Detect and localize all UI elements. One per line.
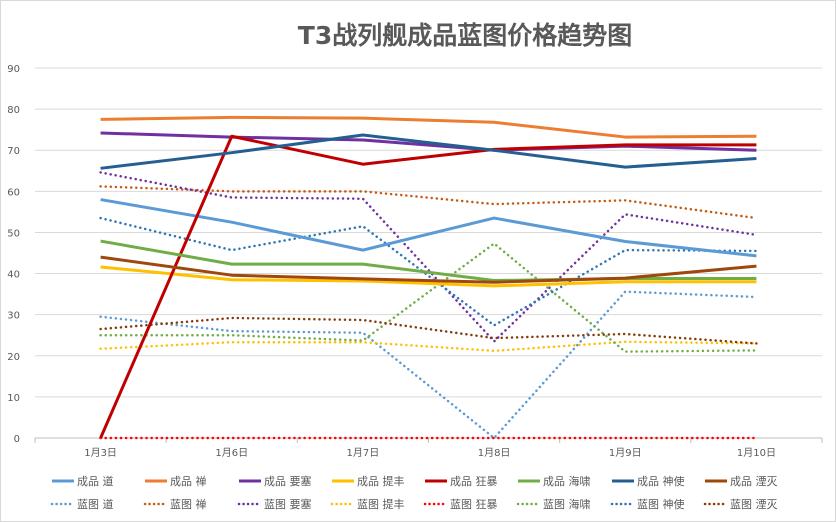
legend-label: 蓝图 禅: [170, 497, 207, 511]
legend-item: 蓝图 狂暴: [423, 498, 498, 511]
legend-label: 成品 提丰: [357, 475, 405, 488]
legend-item: 蓝图 要塞: [237, 497, 312, 511]
series-line-6: [100, 133, 757, 170]
x-tick-label: 1月6日: [215, 447, 248, 459]
y-tick-label: 0: [14, 434, 20, 445]
legend-item: 蓝图 道: [50, 497, 114, 511]
legend-label: 成品 海啸: [543, 474, 591, 488]
legend-item: 成品 禅: [145, 474, 207, 488]
legend-label: 成品 狂暴: [450, 475, 498, 488]
legend-label: 蓝图 海啸: [543, 497, 591, 511]
series-line-11: [99, 340, 758, 353]
y-tick-label: 60: [7, 187, 20, 198]
series-line-4: [99, 134, 757, 439]
y-tick-label: 70: [7, 146, 20, 157]
x-tick-label: 1月7日: [347, 447, 380, 459]
legend-label: 成品 神使: [637, 474, 685, 488]
series-line-14: [99, 216, 758, 327]
legend-item: 蓝图 提丰: [330, 498, 405, 511]
x-tick-label: 1月8日: [478, 447, 511, 459]
y-tick-label: 40: [7, 270, 20, 281]
legend-item: 成品 狂暴: [425, 475, 498, 488]
legend-item: 蓝图 禅: [143, 497, 207, 511]
series-line-1: [100, 115, 757, 139]
legend-label: 成品 道: [77, 474, 114, 488]
y-tick-label: 20: [7, 352, 20, 363]
legend-label: 蓝图 神使: [637, 497, 685, 511]
chart-title: T3战列舰成品蓝图价格趋势图: [298, 21, 632, 50]
legend-item: 成品 神使: [612, 474, 685, 488]
y-tick-label: 80: [7, 105, 20, 116]
legend-label: 成品 禅: [170, 474, 207, 488]
legend-label: 蓝图 湮灭: [730, 498, 778, 511]
legend-label: 蓝图 要塞: [264, 497, 312, 511]
series-line-2: [100, 131, 757, 152]
series-line-8: [99, 290, 758, 440]
legend-label: 蓝图 道: [77, 497, 114, 511]
x-tick-label: 1月10日: [737, 447, 776, 459]
legend-item: 成品 湮灭: [705, 475, 778, 488]
legend-item: 成品 道: [52, 474, 114, 488]
y-tick-label: 90: [7, 64, 20, 75]
y-tick-label: 30: [7, 311, 20, 322]
y-tick-label: 10: [7, 393, 20, 404]
legend-item: 蓝图 海啸: [516, 497, 591, 511]
series-line-15: [99, 316, 758, 345]
series-line-7: [100, 255, 757, 284]
series-line-5: [100, 239, 757, 283]
x-tick-label: 1月9日: [609, 447, 642, 459]
series-line-0: [100, 198, 757, 258]
series-line-10: [99, 171, 758, 343]
series-line-13: [99, 242, 758, 353]
legend-item: 蓝图 湮灭: [703, 498, 778, 511]
y-tick-label: 50: [7, 228, 20, 239]
legend-item: 成品 海啸: [518, 474, 591, 488]
legend-label: 蓝图 狂暴: [450, 498, 498, 511]
legend-item: 蓝图 神使: [610, 497, 685, 511]
legend-label: 成品 湮灭: [730, 475, 778, 488]
legend-label: 成品 要塞: [264, 474, 312, 488]
x-tick-label: 1月3日: [84, 447, 117, 459]
legend-label: 蓝图 提丰: [357, 498, 405, 511]
legend-item: 成品 提丰: [332, 475, 405, 488]
legend-item: 成品 要塞: [239, 474, 312, 488]
series-line-3: [100, 265, 757, 288]
